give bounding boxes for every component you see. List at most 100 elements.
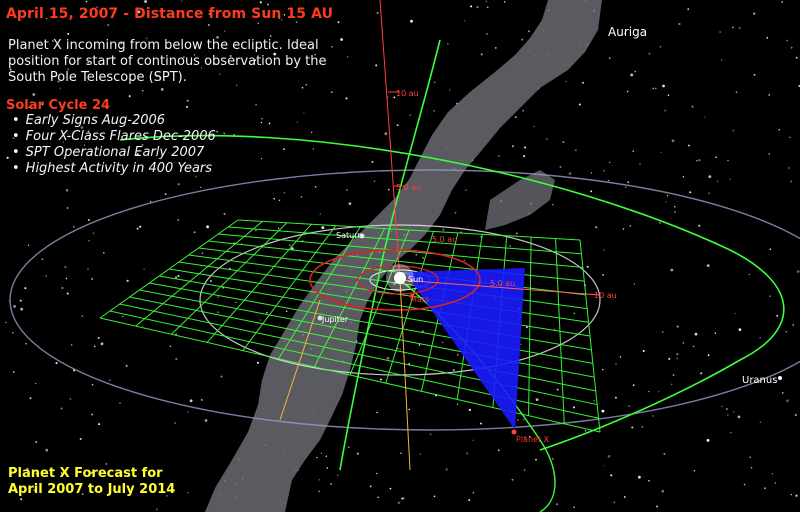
star [573,312,576,315]
list-item: Highest Activity in 400 Years [12,161,216,177]
star [466,452,469,455]
star [87,61,89,64]
star [456,403,459,405]
au-5-b-label: 5.0 au [490,279,515,288]
star [694,332,698,336]
star [26,467,29,471]
star [735,91,738,94]
star [622,228,625,230]
star [105,462,108,465]
star [281,19,283,21]
star [97,336,100,340]
star [216,130,219,133]
star [384,132,388,136]
star [410,19,413,23]
list-item: Early Signs Aug-2006 [12,113,216,129]
star [648,52,651,55]
star [187,491,189,494]
star [185,105,189,109]
star [145,37,148,40]
star [749,456,752,459]
star [397,347,399,350]
star [399,348,401,351]
star [100,342,104,346]
star [446,42,449,45]
star [525,326,528,329]
star [337,21,340,24]
star [326,467,329,469]
star [608,57,611,59]
star [433,110,435,112]
star [666,195,669,197]
star [715,156,718,159]
star [369,485,372,488]
star [781,1,783,3]
star [254,59,257,61]
star [759,381,761,383]
star [480,53,483,56]
au-5-a-label: 5.0 au [432,235,457,244]
star [149,201,152,203]
star [408,408,411,411]
star [652,415,654,417]
star [331,46,333,48]
star [708,175,712,179]
star [495,47,497,49]
auriga-label: Auriga [608,25,647,39]
star [593,400,595,402]
star [51,40,54,42]
star [155,74,158,77]
star [220,375,223,378]
star [121,315,124,318]
star [67,33,70,35]
star [551,458,554,460]
star [19,299,22,302]
grid-line [579,239,601,433]
sun [394,272,406,284]
star [151,483,154,485]
star [177,274,180,278]
star [485,0,488,3]
star [464,20,466,22]
star [665,201,667,203]
star [330,483,333,485]
star [730,431,732,434]
star [87,268,89,270]
star [521,38,524,41]
star [325,455,328,457]
star [628,405,631,408]
pointer-line-b [399,279,601,296]
star [41,258,44,261]
star [786,399,789,403]
star [20,307,24,311]
star [12,332,14,334]
solar-cycle-list: Early Signs Aug-2006 Four X-Class Flares… [12,113,216,177]
star [296,121,299,123]
star [60,407,63,410]
star [86,80,88,82]
star [768,93,771,96]
star [128,95,131,98]
star [676,353,679,356]
star [12,371,15,373]
star [200,67,203,69]
star [655,87,657,90]
star [373,180,376,182]
star [774,482,777,484]
star [693,470,696,472]
star [603,170,605,172]
star [719,31,721,33]
star [180,0,183,2]
star [670,383,673,386]
star [586,265,589,268]
star [235,301,237,303]
star [794,414,797,416]
star [160,88,164,91]
star [764,487,766,490]
uranus-marker [778,376,782,380]
star [524,436,526,439]
star [750,467,753,469]
star [449,89,451,91]
star [345,97,348,100]
star [671,139,675,143]
